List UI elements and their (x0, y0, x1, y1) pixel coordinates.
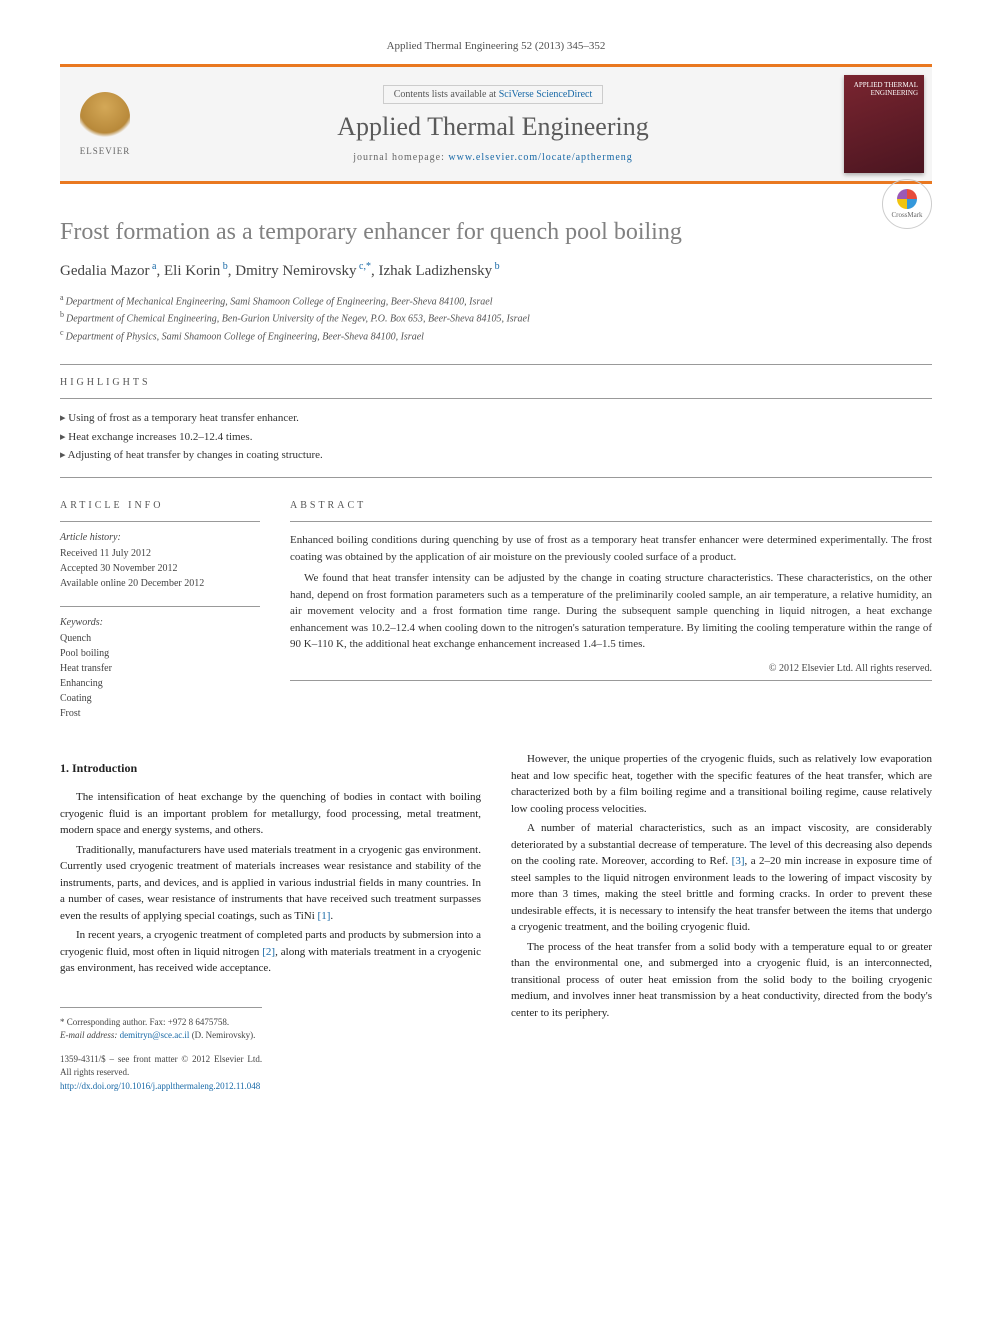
email-name: (D. Nemirovsky). (192, 1030, 256, 1040)
abstract-paragraph: We found that heat transfer intensity ca… (290, 570, 932, 653)
header-center: Contents lists available at SciVerse Sci… (150, 67, 836, 181)
email-line: E-mail address: demitryn@sce.ac.il (D. N… (60, 1029, 262, 1043)
doi-link[interactable]: http://dx.doi.org/10.1016/j.applthermale… (60, 1081, 260, 1091)
abstract-paragraph: Enhanced boiling conditions during quenc… (290, 532, 932, 565)
body-paragraph: The intensification of heat exchange by … (60, 789, 481, 839)
keyword: Coating (60, 691, 260, 706)
authors-line: Gedalia Mazor a, Eli Korin b, Dmitry Nem… (60, 261, 932, 280)
body-paragraph: In recent years, a cryogenic treatment o… (60, 927, 481, 977)
author-sup: b (492, 261, 500, 272)
affiliation: a Department of Mechanical Engineering, … (60, 292, 932, 309)
journal-cover-thumbnail[interactable]: APPLIED THERMAL ENGINEERING (844, 75, 924, 173)
corresponding-line: * Corresponding author. Fax: +972 8 6475… (60, 1016, 262, 1030)
homepage-link[interactable]: www.elsevier.com/locate/apthermeng (448, 152, 632, 163)
history-item: Received 11 July 2012 (60, 546, 260, 561)
article-info-block: ARTICLE INFO Article history: Received 1… (60, 488, 260, 721)
rule (290, 521, 932, 522)
body-column-right: However, the unique properties of the cr… (511, 751, 932, 1093)
elsevier-label: ELSEVIER (80, 146, 131, 156)
keyword: Quench (60, 631, 260, 646)
author: Eli Korin b (164, 263, 228, 279)
elsevier-logo[interactable]: ELSEVIER (60, 67, 150, 181)
abstract-text: Enhanced boiling conditions during quenc… (290, 532, 932, 653)
article-title: Frost formation as a temporary enhancer … (60, 219, 932, 246)
highlights-list: Using of frost as a temporary heat trans… (60, 409, 932, 465)
body-columns: 1. Introduction The intensification of h… (60, 751, 932, 1093)
journal-header: ELSEVIER Contents lists available at Sci… (60, 64, 932, 184)
author: Izhak Ladizhensky b (378, 263, 499, 279)
keywords-label: Keywords: (60, 617, 260, 628)
elsevier-tree-icon (80, 92, 130, 142)
rule (290, 680, 932, 681)
corresponding-footer: * Corresponding author. Fax: +972 8 6475… (60, 1007, 262, 1094)
intro-heading: 1. Introduction (60, 759, 481, 777)
keyword: Frost (60, 706, 260, 721)
history-label: Article history: (60, 532, 260, 543)
highlight-item: Heat exchange increases 10.2–12.4 times. (60, 428, 932, 447)
keyword: Heat transfer (60, 661, 260, 676)
journal-name: Applied Thermal Engineering (337, 112, 648, 142)
col1-paragraphs: The intensification of heat exchange by … (60, 789, 481, 977)
highlights-label: HIGHLIGHTS (60, 377, 932, 388)
contents-available: Contents lists available at SciVerse Sci… (383, 85, 604, 104)
issn-line: 1359-4311/$ – see front matter © 2012 El… (60, 1053, 262, 1080)
crossmark-label: CrossMark (891, 211, 922, 219)
keywords-block: Keywords: QuenchPool boilingHeat transfe… (60, 606, 260, 721)
body-paragraph: A number of material characteristics, su… (511, 820, 932, 936)
body-column-left: 1. Introduction The intensification of h… (60, 751, 481, 1093)
keywords-list: QuenchPool boilingHeat transferEnhancing… (60, 631, 260, 721)
body-paragraph: The process of the heat transfer from a … (511, 939, 932, 1022)
keyword: Enhancing (60, 676, 260, 691)
abstract-block: ABSTRACT Enhanced boiling conditions dur… (290, 488, 932, 721)
article-info-label: ARTICLE INFO (60, 500, 260, 511)
body-paragraph: Traditionally, manufacturers have used m… (60, 842, 481, 925)
cover-text: APPLIED THERMAL ENGINEERING (844, 75, 924, 104)
keyword: Pool boiling (60, 646, 260, 661)
rule (60, 521, 260, 522)
history-item: Available online 20 December 2012 (60, 576, 260, 591)
history-item: Accepted 30 November 2012 (60, 561, 260, 576)
author-sup: b (220, 261, 228, 272)
highlight-item: Adjusting of heat transfer by changes in… (60, 446, 932, 465)
reference-link[interactable]: [1] (318, 910, 331, 922)
history-list: Received 11 July 2012Accepted 30 Novembe… (60, 546, 260, 591)
author: Dmitry Nemirovsky c,* (235, 263, 371, 279)
abstract-label: ABSTRACT (290, 500, 932, 511)
homepage-line: journal homepage: www.elsevier.com/locat… (353, 152, 633, 163)
copyright-line: © 2012 Elsevier Ltd. All rights reserved… (290, 663, 932, 674)
rule (60, 398, 932, 399)
email-link[interactable]: demitryn@sce.ac.il (120, 1030, 190, 1040)
reference-link[interactable]: [3] (732, 855, 745, 867)
highlight-item: Using of frost as a temporary heat trans… (60, 409, 932, 428)
info-abstract-row: ARTICLE INFO Article history: Received 1… (60, 488, 932, 721)
crossmark-badge[interactable]: CrossMark (882, 179, 932, 229)
contents-prefix: Contents lists available at (394, 89, 499, 100)
reference-link[interactable]: [2] (262, 946, 275, 958)
affiliation: c Department of Physics, Sami Shamoon Co… (60, 327, 932, 344)
journal-reference: Applied Thermal Engineering 52 (2013) 34… (60, 40, 932, 52)
author-sup: c,* (357, 261, 371, 272)
affiliations: a Department of Mechanical Engineering, … (60, 292, 932, 344)
col2-paragraphs: However, the unique properties of the cr… (511, 751, 932, 1021)
rule (60, 477, 932, 478)
body-paragraph: However, the unique properties of the cr… (511, 751, 932, 817)
author-sup: a (150, 261, 157, 272)
homepage-prefix: journal homepage: (353, 152, 448, 163)
rule (60, 606, 260, 607)
author: Gedalia Mazor a (60, 263, 157, 279)
rule (60, 364, 932, 365)
crossmark-icon (897, 189, 917, 209)
sciencedirect-link[interactable]: SciVerse ScienceDirect (499, 89, 593, 100)
email-label: E-mail address: (60, 1030, 117, 1040)
affiliation: b Department of Chemical Engineering, Be… (60, 309, 932, 326)
